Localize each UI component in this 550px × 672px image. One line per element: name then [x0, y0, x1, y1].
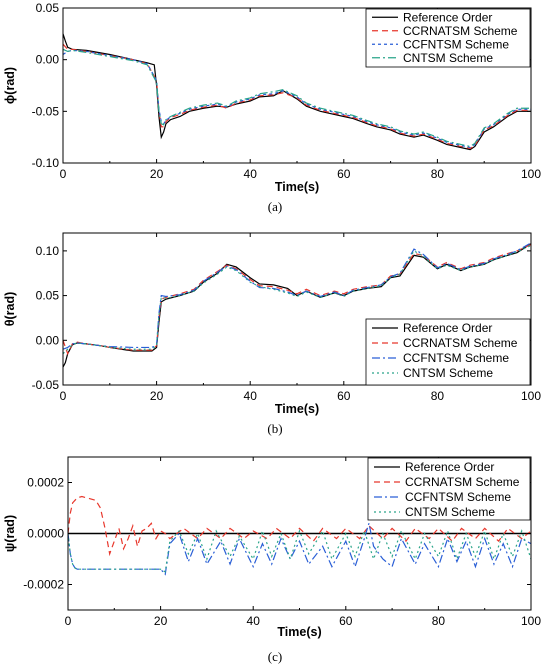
y-tick-label: -0.05: [32, 104, 60, 118]
x-tick-label: 80: [432, 614, 446, 628]
y-tick-label: 0.0000: [27, 527, 64, 541]
legend-entry: CCFNTSM Scheme: [405, 490, 511, 504]
x-tick-label: 100: [521, 167, 541, 181]
legend-entry: CNTSM Scheme: [403, 366, 493, 380]
x-tick-label: 20: [150, 389, 164, 403]
series-line-ccfntsm-scheme: [63, 242, 531, 350]
x-tick-label: 20: [154, 614, 168, 628]
y-tick-label: 0.10: [36, 244, 60, 258]
legend-entry: CCRNATSM Scheme: [403, 24, 518, 38]
legend-entry: CCFNTSM Scheme: [403, 37, 509, 51]
series-line-cntsm-scheme: [63, 244, 531, 355]
y-tick-label: 0.0002: [27, 476, 64, 490]
x-tick-label: 40: [244, 167, 258, 181]
series-line-ccrnatsm-scheme: [68, 495, 531, 557]
x-axis-label: Time(s): [275, 402, 319, 416]
legend-entry: CCRNATSM Scheme: [405, 475, 520, 489]
x-tick-label: 20: [150, 167, 164, 181]
y-tick-label: -0.05: [32, 378, 60, 392]
y-axis-label: θ(rad): [3, 292, 17, 327]
x-tick-label: 0: [65, 614, 72, 628]
series-line-reference-order: [63, 33, 531, 151]
series-line-cntsm-scheme: [68, 529, 531, 573]
x-tick-label: 100: [521, 389, 541, 403]
panel-2: 0 20 40 60 80 100 0.10 0.05 0.00 -0.05 Time(s) θ(ra…: [3, 232, 541, 436]
x-tick-label: 80: [431, 167, 445, 181]
y-tick-label: 0.05: [36, 289, 60, 303]
legend-entry: CNTSM Scheme: [403, 51, 493, 65]
panel-1: 0 20 40 60 80 100 0.05 0.00 -0.05 -0.10 Time(s) ϕ(r…: [3, 1, 541, 214]
series-line-cntsm-scheme: [63, 48, 531, 148]
legend-entry: CCFNTSM Scheme: [403, 351, 509, 365]
legend-box: [365, 318, 531, 386]
x-tick-label: 60: [339, 614, 353, 628]
series-group: [63, 242, 531, 368]
panel-label: (b): [267, 421, 282, 436]
series-line-ccrnatsm-scheme: [63, 244, 531, 356]
panel-3: 0 20 40 60 80 100 0.0002 0.0000 -0.0002 Time(s) ψ(…: [3, 456, 541, 664]
x-tick-label: 80: [431, 389, 445, 403]
x-axis-label: Time(s): [275, 180, 319, 194]
y-tick-label: -0.0002: [23, 578, 64, 592]
x-axis-label: Time(s): [277, 625, 321, 639]
series-group: [68, 495, 531, 576]
x-tick-label: 60: [337, 167, 351, 181]
y-tick-label: 0.00: [36, 53, 60, 67]
x-tick-label: 40: [247, 614, 261, 628]
y-axis-label: ϕ(rad): [3, 67, 17, 104]
legend-entry: Reference Order: [405, 460, 494, 474]
x-tick-label: 0: [60, 167, 67, 181]
x-tick-label: 100: [521, 614, 541, 628]
y-tick-label: 0.00: [36, 333, 60, 347]
legend-entry: CCRNATSM Scheme: [403, 336, 518, 350]
series-line-ccfntsm-scheme: [68, 523, 531, 576]
y-axis-label: ψ(rad): [3, 515, 17, 552]
x-tick-label: 40: [244, 389, 258, 403]
x-tick-label: 60: [337, 389, 351, 403]
legend-box: [367, 457, 531, 521]
series-group: [63, 33, 531, 151]
panel-label: (a): [268, 199, 282, 214]
series-line-ccrnatsm-scheme: [63, 43, 531, 150]
panel-label: (c): [268, 649, 282, 664]
y-tick-label: 0.05: [36, 1, 60, 15]
legend-entry: CNTSM Scheme: [405, 505, 495, 519]
x-tick-label: 0: [60, 389, 67, 403]
legend-entry: Reference Order: [403, 10, 492, 24]
legend-entry: Reference Order: [403, 321, 492, 335]
y-tick-label: -0.10: [32, 156, 60, 170]
